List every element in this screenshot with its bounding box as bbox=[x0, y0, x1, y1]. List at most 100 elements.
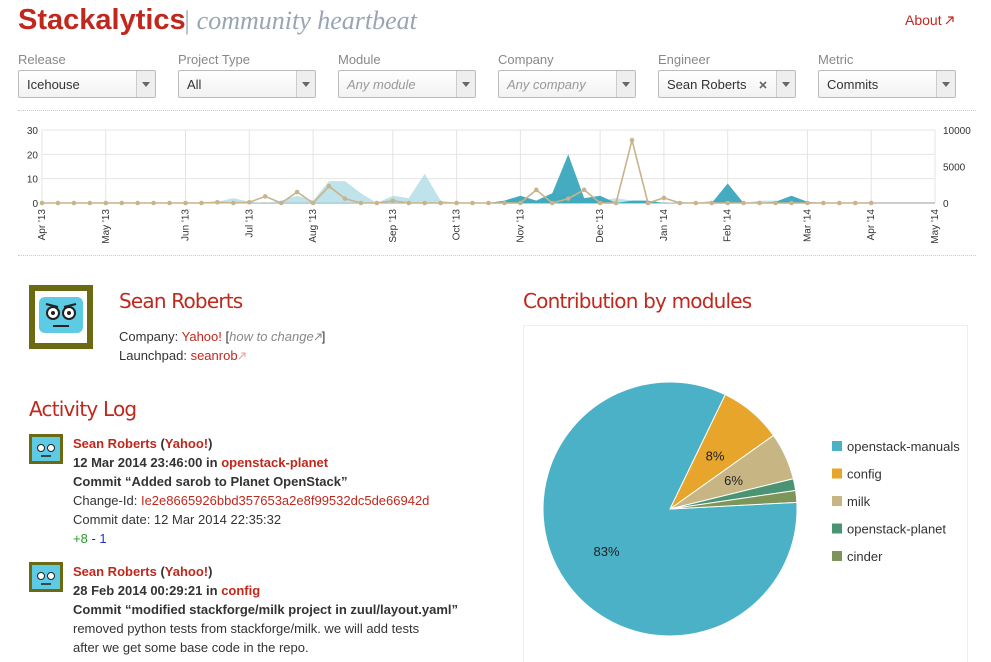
filter-select[interactable]: Any module bbox=[338, 70, 476, 98]
external-icon bbox=[238, 352, 246, 360]
x-tick-label: Apr '13 bbox=[37, 209, 48, 241]
in: in bbox=[206, 583, 218, 598]
pie-panel bbox=[523, 325, 968, 662]
point bbox=[262, 194, 268, 199]
filter-select[interactable]: Any company bbox=[498, 70, 636, 98]
x-tick-label: May '14 bbox=[930, 209, 941, 244]
filter-label: Module bbox=[338, 52, 381, 67]
x-tick-label: Aug '13 bbox=[308, 209, 319, 243]
dropdown-arrow[interactable] bbox=[296, 71, 315, 97]
legend-swatch bbox=[832, 468, 842, 479]
pie-chart: 83% 8% 6% openstack-manuals config milk openst… bbox=[542, 381, 960, 637]
legend-swatch bbox=[832, 551, 842, 561]
filter-label: Metric bbox=[818, 52, 854, 67]
dropdown-arrow[interactable] bbox=[616, 71, 635, 97]
label: Company: bbox=[119, 329, 179, 344]
separator bbox=[18, 255, 976, 256]
subject-text: Commit “Added sarob to Planet OpenStack” bbox=[73, 474, 348, 489]
change-id-line: Change-Id: Ie2e8665926bbd357653a2e8f9953… bbox=[73, 493, 429, 508]
label: Change-Id: bbox=[73, 493, 138, 508]
point bbox=[71, 200, 77, 206]
author[interactable]: Sean Roberts bbox=[73, 564, 157, 579]
date-line: 12 Mar 2014 23:46:00 in openstack-planet bbox=[73, 455, 328, 470]
dropdown-arrow[interactable] bbox=[936, 71, 955, 97]
filter-value: Any module bbox=[347, 77, 416, 92]
bracket: [ bbox=[225, 329, 230, 344]
brand[interactable]: Stackalytics bbox=[18, 4, 186, 36]
separator bbox=[18, 110, 976, 111]
diff-stats: +8 - 1 bbox=[73, 531, 107, 546]
avatar-part bbox=[47, 572, 55, 580]
point bbox=[438, 200, 443, 206]
legend-swatch bbox=[832, 523, 842, 534]
point bbox=[55, 200, 61, 206]
filter-select[interactable]: Sean Roberts bbox=[658, 70, 796, 98]
x-tick-label: Mar '14 bbox=[802, 209, 813, 242]
pie-slice bbox=[669, 489, 798, 510]
point bbox=[358, 200, 364, 206]
point bbox=[151, 200, 156, 206]
y-tick-label: 20 bbox=[27, 150, 39, 161]
point bbox=[454, 200, 459, 206]
change-id[interactable]: Ie2e8665926bbd357653a2e8f99532dc5de66942… bbox=[140, 493, 430, 508]
filter-select[interactable]: Icehouse bbox=[18, 70, 156, 98]
point bbox=[326, 183, 332, 189]
filter-label: Company bbox=[498, 52, 554, 67]
point bbox=[294, 189, 300, 195]
filter-select[interactable]: Commits bbox=[818, 70, 956, 98]
filter-label: Engineer bbox=[658, 52, 711, 67]
company-link[interactable]: Yahoo! bbox=[181, 329, 222, 344]
entry-avatar bbox=[29, 562, 63, 592]
point bbox=[534, 187, 539, 193]
added: +8 bbox=[73, 531, 88, 546]
activity-title: Activity Log bbox=[29, 397, 137, 421]
paren: ) bbox=[208, 564, 213, 579]
legend-swatch bbox=[832, 441, 842, 451]
point bbox=[725, 200, 730, 206]
x-tick-label: Jun '13 bbox=[181, 209, 192, 241]
repo[interactable]: openstack-planet bbox=[221, 455, 329, 470]
legend-label: config bbox=[847, 467, 882, 482]
author-line: Sean Roberts (Yahoo!) bbox=[73, 564, 212, 579]
tagline: | community heartbeat bbox=[183, 6, 417, 35]
y-tick-label: 30 bbox=[27, 126, 39, 137]
commit-date: Commit date: 12 Mar 2014 22:35:32 bbox=[73, 512, 281, 527]
how-to-link[interactable]: how to change bbox=[229, 329, 314, 344]
commit-date-text: Commit date: 12 Mar 2014 22:35:32 bbox=[73, 512, 282, 527]
point bbox=[565, 196, 571, 201]
point bbox=[422, 200, 428, 206]
launchpad-link[interactable]: seanrob bbox=[190, 348, 238, 363]
point bbox=[231, 200, 236, 206]
author[interactable]: Sean Roberts bbox=[73, 436, 157, 451]
dropdown-arrow[interactable] bbox=[136, 71, 155, 97]
date: 28 Feb 2014 00:29:21 bbox=[73, 583, 203, 598]
company[interactable]: Yahoo! bbox=[164, 564, 209, 579]
avatar bbox=[29, 285, 93, 349]
clear-cross bbox=[759, 81, 767, 89]
point bbox=[757, 200, 762, 206]
point bbox=[486, 200, 491, 206]
x-tick-label: Jan '14 bbox=[659, 209, 670, 241]
clear-icon[interactable] bbox=[759, 81, 767, 89]
subject: Commit “modified stackforge/milk project… bbox=[73, 602, 458, 617]
point bbox=[597, 200, 603, 206]
point bbox=[821, 200, 826, 206]
point bbox=[773, 200, 778, 206]
y2-tick-label: 5000 bbox=[943, 163, 966, 174]
point bbox=[342, 196, 348, 201]
legend-label: openstack-manuals bbox=[847, 439, 960, 454]
dropdown-arrow[interactable] bbox=[456, 71, 475, 97]
company[interactable]: Yahoo! bbox=[164, 436, 209, 451]
repo[interactable]: config bbox=[221, 583, 261, 598]
body-text: after we get some base code in the repo. bbox=[73, 640, 309, 655]
filter-select[interactable]: All bbox=[178, 70, 316, 98]
about-text[interactable]: About bbox=[905, 12, 942, 28]
dropdown-arrow[interactable] bbox=[776, 71, 795, 97]
filter-value: All bbox=[187, 77, 202, 92]
filter-label: Release bbox=[18, 52, 66, 67]
about-link[interactable]: About bbox=[905, 12, 955, 28]
point bbox=[741, 200, 746, 206]
y-tick-label: 0 bbox=[32, 199, 38, 210]
point bbox=[87, 200, 93, 206]
